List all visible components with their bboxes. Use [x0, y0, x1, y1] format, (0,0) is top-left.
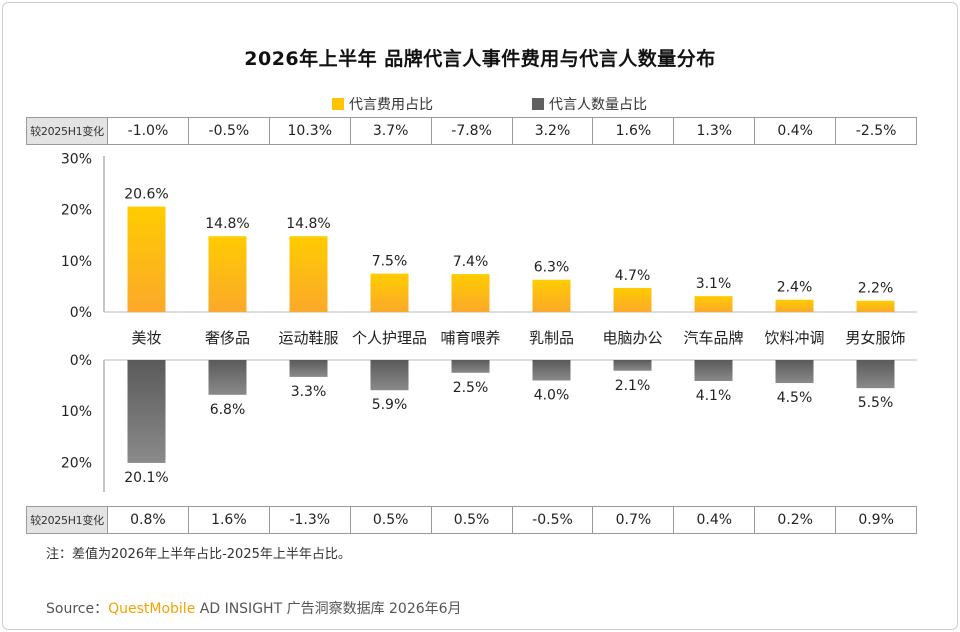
category-label: 运动鞋服: [278, 329, 338, 347]
lower-y-tick-label: 0%: [70, 353, 92, 369]
cost-value-label: 7.4%: [453, 254, 489, 270]
cost-bar: [127, 206, 166, 312]
cost-value-label: 14.8%: [286, 216, 330, 232]
cost-bar: [694, 296, 733, 312]
count-bar: [208, 360, 247, 395]
cost-bar: [532, 279, 571, 312]
top-change-cell: 1.3%: [674, 118, 756, 144]
upper-y-tick-label: 20%: [61, 203, 92, 219]
top-change-cell: 1.6%: [593, 118, 675, 144]
count-value-label: 2.1%: [615, 378, 651, 394]
bottom-change-cell: 0.4%: [674, 507, 756, 533]
count-bar: [127, 360, 166, 463]
cost-value-label: 3.1%: [696, 276, 732, 292]
cost-bar: [451, 274, 490, 312]
upper-y-tick-label: 10%: [61, 254, 92, 270]
count-value-label: 5.9%: [372, 397, 408, 413]
top-change-cell: -1.0%: [108, 118, 189, 144]
count-value-label: 5.5%: [858, 395, 894, 411]
count-bar: [451, 360, 490, 373]
legend: 代言费用占比 代言人数量占比: [0, 94, 960, 114]
cost-value-label: 20.6%: [124, 187, 168, 203]
source-suffix: AD INSIGHT 广告洞察数据库 2026年6月: [195, 601, 462, 617]
category-label: 奢侈品: [205, 329, 250, 347]
top-change-row: 较2025H1变化 -1.0% -0.5% 10.3% 3.7% -7.8% 3…: [26, 117, 917, 145]
bottom-change-row: 较2025H1变化 0.8% 1.6% -1.3% 0.5% 0.5% -0.5…: [26, 506, 917, 534]
category-label: 乳制品: [529, 329, 574, 347]
bottom-change-cell: 0.7%: [593, 507, 675, 533]
cost-bar: [613, 287, 652, 312]
count-value-label: 3.3%: [291, 384, 327, 400]
source-line: Source：QuestMobile AD INSIGHT 广告洞察数据库 20…: [46, 598, 462, 618]
bottom-change-cell: -1.3%: [270, 507, 351, 533]
bottom-change-cell: 0.9%: [858, 512, 894, 528]
footnote: 注：差值为2026年上半年占比-2025年上半年占比。: [46, 547, 351, 562]
cost-value-label: 7.5%: [372, 254, 408, 270]
cost-value-label: 14.8%: [205, 216, 249, 232]
count-value-label: 20.1%: [124, 470, 168, 486]
count-value-label: 4.1%: [696, 388, 732, 404]
top-change-cell: -7.8%: [432, 118, 513, 144]
category-label: 个人护理品: [352, 329, 427, 347]
cost-bar: [370, 273, 409, 312]
upper-y-tick-label: 0%: [70, 305, 92, 321]
source-brand: QuestMobile: [108, 601, 196, 617]
cost-bar: [208, 236, 247, 312]
bottom-change-cell: 0.5%: [432, 507, 513, 533]
lower-y-tick-label: 20%: [61, 455, 92, 471]
bottom-change-row-label: 较2025H1变化: [27, 507, 108, 533]
bottom-change-cell: -0.5%: [513, 507, 594, 533]
cost-bar: [856, 300, 895, 312]
bottom-change-cell: 0.5%: [351, 507, 432, 533]
lower-y-tick-label: 10%: [61, 404, 92, 420]
count-bar: [613, 360, 652, 371]
source-prefix: Source：: [46, 601, 109, 617]
cost-value-label: 6.3%: [534, 260, 570, 276]
category-label: 哺育喂养: [440, 329, 500, 347]
legend-item-cost: 代言费用占比: [332, 94, 433, 114]
category-label: 饮料冲调: [764, 329, 824, 347]
count-bar: [289, 360, 328, 377]
count-value-label: 2.5%: [453, 380, 489, 396]
top-change-cell: 3.2%: [513, 118, 594, 144]
count-value-label: 4.5%: [777, 390, 813, 406]
top-change-cell: 10.3%: [270, 118, 351, 144]
count-value-label: 6.8%: [210, 402, 246, 418]
legend-item-count: 代言人数量占比: [532, 94, 647, 114]
cost-value-label: 4.7%: [615, 268, 651, 284]
upper-y-tick-label: 30%: [61, 151, 92, 167]
category-label: 美妆: [131, 329, 161, 347]
top-change-cell: 0.4%: [755, 118, 837, 144]
cost-value-label: 2.4%: [777, 280, 813, 296]
category-label: 男女服饰: [845, 329, 905, 347]
legend-label-count: 代言人数量占比: [549, 97, 647, 113]
top-change-cell: -2.5%: [855, 123, 897, 139]
count-bar: [856, 360, 895, 389]
top-change-cell: 3.7%: [351, 118, 432, 144]
cost-bar: [775, 299, 814, 312]
bottom-change-cell: 0.2%: [755, 507, 837, 533]
cost-bar: [289, 236, 328, 312]
count-bar: [532, 360, 571, 381]
legend-label-cost: 代言费用占比: [349, 97, 433, 113]
category-label: 电脑办公: [602, 329, 662, 347]
category-label: 汽车品牌: [683, 329, 743, 347]
top-change-cell: -0.5%: [189, 118, 270, 144]
count-bar: [775, 360, 814, 384]
bottom-change-cell: 1.6%: [189, 507, 270, 533]
top-change-row-label: 较2025H1变化: [27, 118, 108, 144]
legend-swatch-cost: [332, 98, 344, 110]
count-value-label: 4.0%: [534, 387, 570, 403]
count-bar: [370, 360, 409, 391]
bottom-change-cell: 0.8%: [108, 507, 189, 533]
legend-swatch-count: [532, 98, 544, 110]
chart-title: 2026年上半年 品牌代言人事件费用与代言人数量分布: [244, 48, 716, 70]
cost-value-label: 2.2%: [858, 281, 894, 297]
count-bar: [694, 360, 733, 381]
